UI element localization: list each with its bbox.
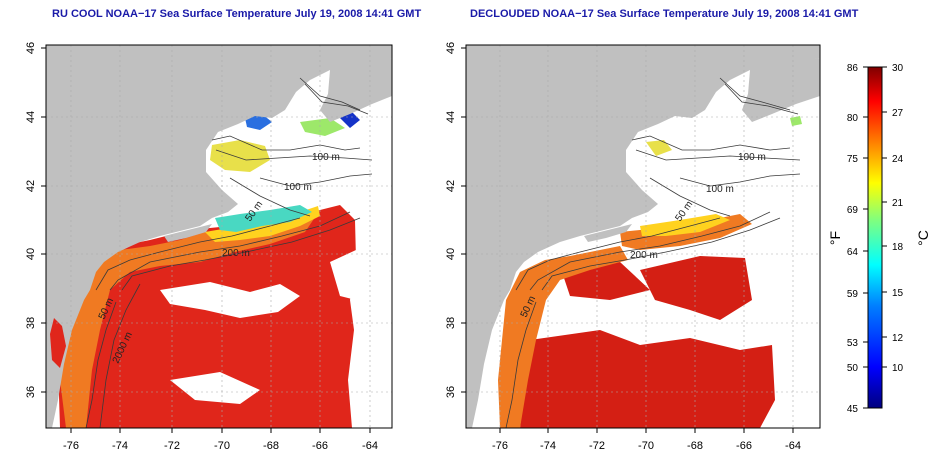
right-gridlines [466,45,820,428]
colorbar-f-tick: 69 [847,205,859,216]
colorbar-c-label: °C [915,230,931,246]
left-cloud-gap-3 [330,250,356,300]
left-contour-label-100m-a: 100 m [312,152,340,163]
colorbar-f-tick: 86 [847,63,859,74]
colorbar-f-tick: 59 [847,289,859,300]
left-contour-50m [95,77,361,291]
right-contour-label-100m-b: 100 m [706,184,734,195]
right-lon-tick-label: -70 [638,440,654,452]
colorbar-f-tick: 53 [847,338,859,349]
left-land-long-island [164,224,212,242]
colorbar-gradient [867,66,883,409]
colorbar-c-tick: 12 [892,333,904,344]
left-gridlines [46,45,392,428]
right-land [466,45,820,428]
right-lon-tick-label: -66 [736,440,752,452]
right-lon-tick-label: -76 [492,440,508,452]
right-sst-red-patch-2 [640,256,752,320]
colorbar-c-tick: 18 [892,242,904,253]
right-contour-50m [515,77,791,291]
left-sst-shelf-orange [60,210,320,428]
right-contour-200m [505,217,781,428]
left-sst-gom-green [300,118,345,136]
right-lon-tick-label: -68 [687,440,703,452]
left-contour-2000m [99,283,141,428]
right-land-long-island [584,224,632,242]
colorbar-f-tick: 80 [847,113,859,124]
right-sst-gom-yellow [646,140,672,156]
left-tick-marks [41,47,371,433]
right-sst-front-yellow [640,214,730,236]
right-lat-tick-label: 46 [445,42,457,54]
right-sst-gom-green [790,116,802,126]
left-lat-tick-label: 36 [25,386,37,398]
left-contour-200m [85,217,361,428]
left-lon-tick-label: -70 [214,440,230,452]
right-lat-tick-label: 38 [445,317,457,329]
right-sst-shelf-orange [498,246,628,428]
left-lat-tick-label: 38 [25,317,37,329]
left-contour-label-100m-b: 100 m [284,182,312,193]
left-lon-tick-label: -72 [164,440,180,452]
colorbar-c-tick: 15 [892,288,904,299]
left-lon-tick-label: -68 [263,440,279,452]
left-cloud-gap-2 [170,372,260,404]
right-lat-tick-label: 40 [445,248,457,260]
left-chesapeake [50,318,66,368]
colorbar-f-tick: 45 [847,404,859,415]
right-lat-tick-label: 44 [445,111,457,123]
left-land [46,45,392,428]
colorbar-tick-marks [863,66,887,409]
right-contour-label-200m: 200 m [630,250,658,261]
left-lon-tick-label: -74 [112,440,128,452]
left-lat-tick-label: 42 [25,180,37,192]
colorbar-c-tick: 27 [892,108,904,119]
right-contour-label-100m-a: 100 m [738,152,766,163]
right-lon-tick-label: -74 [540,440,556,452]
left-lat-tick-label: 46 [25,42,37,54]
right-lat-tick-label: 36 [445,386,457,398]
right-map-frame [465,44,821,429]
left-contour-label-200m: 200 m [222,248,250,259]
left-contour-100m [109,83,373,291]
right-lat-tick-label: 42 [445,180,457,192]
colorbar-f-label: °F [827,231,843,245]
colorbar-f-tick: 75 [847,154,859,165]
left-map-frame [45,44,393,429]
right-sst-red-patches [520,330,775,428]
colorbar-c-tick: 30 [892,63,904,74]
left-lat-tick-label: 40 [25,248,37,260]
right-map-panel: 100 m 100 m 50 m 200 m 50 m -76 [445,42,821,452]
colorbar-c-tick: 24 [892,154,904,165]
left-map-panel: 100 m 100 m 50 m 200 m 50 m 2000 m [25,42,393,452]
right-contour-100m [529,83,801,291]
left-lon-tick-label: -66 [312,440,328,452]
colorbar: 86 80 75 69 64 59 53 50 45 30 27 24 21 1… [827,63,931,415]
left-cloud-gap [160,282,300,318]
left-lon-tick-label: -64 [362,440,378,452]
left-sst-gom-blue [245,114,272,130]
left-sst-front-cyan [215,205,312,232]
right-land-nova-scotia [742,58,820,122]
right-lon-tick-label: -72 [589,440,605,452]
colorbar-c-tick: 21 [892,198,904,209]
left-map-title: RU COOL NOAA−17 Sea Surface Temperature … [52,8,422,20]
left-lat-tick-label: 44 [25,111,37,123]
left-land-nova-scotia [320,58,392,122]
colorbar-f-tick: 64 [847,247,859,258]
left-lon-tick-label: -76 [63,440,79,452]
left-sst-gom-yellow [210,140,270,172]
colorbar-f-tick: 50 [847,363,859,374]
right-map-title: DECLOUDED NOAA−17 Sea Surface Temperatur… [470,8,859,20]
right-lon-tick-label: -64 [785,440,801,452]
colorbar-c-tick: 10 [892,363,904,374]
right-tick-marks [461,47,794,433]
